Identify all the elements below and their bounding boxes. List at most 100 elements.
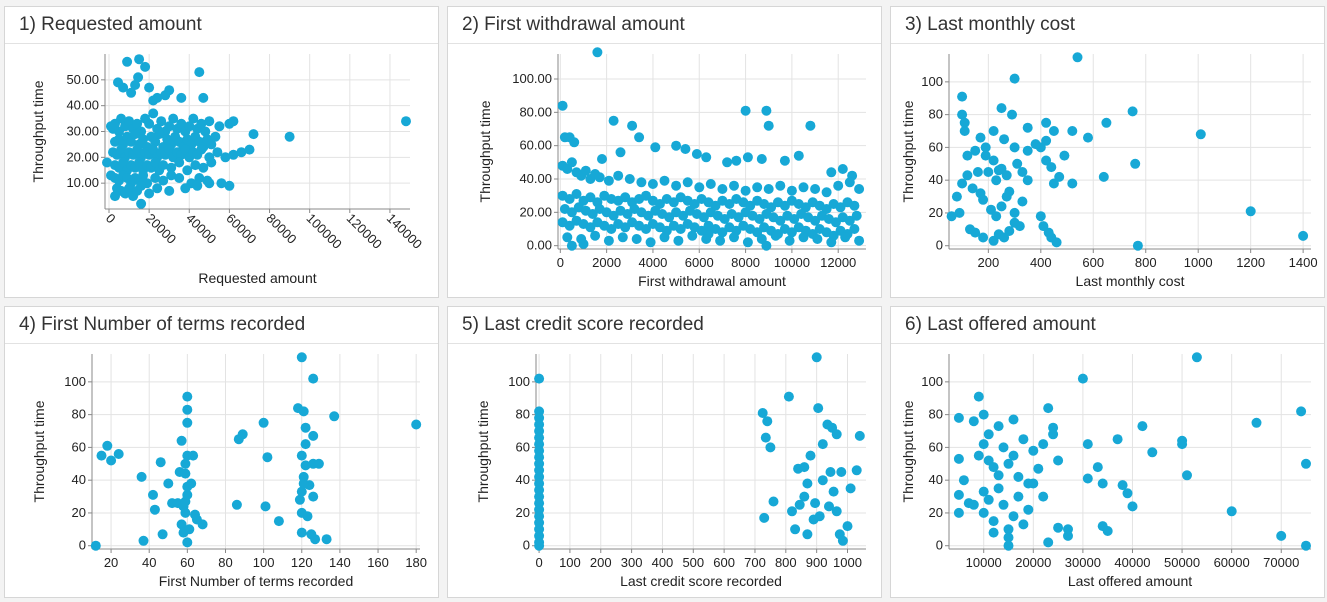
x-tick-label: 8000 xyxy=(731,255,760,270)
scatter-point xyxy=(1059,150,1070,161)
x-tick-label: 200 xyxy=(977,255,999,270)
scatter-point xyxy=(798,232,809,243)
scatter-point xyxy=(188,450,199,461)
scatter-point xyxy=(206,139,217,150)
scatter-point xyxy=(1067,178,1078,189)
scatter-point xyxy=(182,417,193,428)
scatter-point xyxy=(196,118,207,129)
scatter-point xyxy=(1007,109,1017,120)
x-tick-label: 12000 xyxy=(820,255,856,270)
x-axis-label: First Number of terms recorded xyxy=(159,573,354,589)
scatter-point xyxy=(180,507,191,518)
scatter-point xyxy=(197,519,208,530)
scatter-point xyxy=(1004,226,1015,236)
scatter-point xyxy=(260,501,271,512)
x-axis-label: Requested amount xyxy=(198,270,316,286)
panel-title: 6) Last offered amount xyxy=(891,307,1324,344)
scatter-point xyxy=(164,85,175,96)
scatter-point xyxy=(996,103,1007,114)
x-tick-label: 800 xyxy=(1135,255,1157,270)
scatter-point xyxy=(740,185,751,196)
scatter-point xyxy=(1046,162,1057,173)
scatter-point xyxy=(988,516,999,527)
scatter-point xyxy=(182,165,193,176)
scatter-point xyxy=(953,489,964,500)
scatter-point xyxy=(206,157,217,168)
chart-panel-2: 2) First withdrawal amount 0.00 20.00 40.0… xyxy=(447,6,882,298)
scatter-point xyxy=(1043,537,1054,548)
scatter-point xyxy=(1028,445,1039,456)
scatter-point xyxy=(1067,126,1078,136)
scatter-point xyxy=(978,439,989,450)
scatter-point xyxy=(310,534,321,545)
scatter-point xyxy=(321,534,332,545)
scatter-point xyxy=(978,194,989,205)
scatter-point xyxy=(603,175,614,186)
scatter-point xyxy=(300,439,311,450)
scatter-point xyxy=(673,235,684,246)
scatter-point xyxy=(993,470,1004,481)
scatter-point xyxy=(1147,447,1158,458)
scatter-point xyxy=(799,462,810,473)
scatter-point xyxy=(1008,414,1019,425)
scatter-point xyxy=(765,442,776,453)
scatter-point xyxy=(844,177,855,188)
scatter-point xyxy=(967,183,978,194)
scatter-point xyxy=(802,529,813,540)
scatter-point xyxy=(988,462,999,473)
scatter-point xyxy=(1022,122,1033,133)
y-tick-label: 20.00 xyxy=(519,204,552,219)
scatter-point xyxy=(176,435,187,446)
scatter-point xyxy=(138,170,149,181)
scatter-point xyxy=(1072,52,1083,63)
scatter-point xyxy=(132,118,143,129)
scatter-point xyxy=(136,180,147,191)
scatter-point xyxy=(576,234,587,244)
scatter-point xyxy=(752,182,763,193)
scatter-point xyxy=(1003,458,1014,469)
scatter-point xyxy=(957,178,968,189)
scatter-point xyxy=(835,202,846,213)
scatter-point xyxy=(603,235,614,246)
scatter-point xyxy=(1245,206,1256,217)
scatter-point xyxy=(980,142,991,153)
scatter-point xyxy=(759,512,770,523)
x-tick-label: 400 xyxy=(1030,255,1052,270)
scatter-point xyxy=(198,92,209,103)
scatter-point xyxy=(216,178,227,189)
scatter-point xyxy=(1296,406,1307,417)
scatter-point xyxy=(1018,434,1029,445)
scatter-point xyxy=(134,54,145,65)
scatter-point xyxy=(615,147,626,158)
scatter-point xyxy=(826,167,837,178)
scatter-point xyxy=(158,160,169,171)
scatter-point xyxy=(90,540,101,551)
scatter-point xyxy=(779,155,790,166)
scatter-point xyxy=(228,149,239,160)
scatter-point xyxy=(329,411,340,422)
scatter-point xyxy=(158,175,169,186)
scatter-point xyxy=(1130,158,1141,169)
data-points xyxy=(946,52,1309,251)
scatter-point xyxy=(731,155,742,166)
scatter-point xyxy=(698,212,709,223)
scatter-point xyxy=(194,173,205,183)
scatter-point xyxy=(122,56,133,67)
scatter-point xyxy=(968,499,979,510)
scatter-point xyxy=(194,67,205,78)
scatter-point xyxy=(300,460,311,471)
scatter-point xyxy=(634,132,645,143)
data-points xyxy=(953,352,1311,551)
y-tick-label: 50.00 xyxy=(66,72,99,87)
scatter-point xyxy=(273,516,284,527)
scatter-point xyxy=(148,108,159,119)
scatter-point xyxy=(1101,117,1112,128)
scatter-point xyxy=(164,144,175,155)
scatter-point xyxy=(1023,504,1034,515)
scatter-point xyxy=(1009,142,1020,153)
scatter-point xyxy=(590,230,601,241)
scatter-point xyxy=(118,82,129,93)
y-tick-label: 40.00 xyxy=(66,98,99,113)
scatter-point xyxy=(953,412,964,423)
scatter-point xyxy=(973,450,984,461)
